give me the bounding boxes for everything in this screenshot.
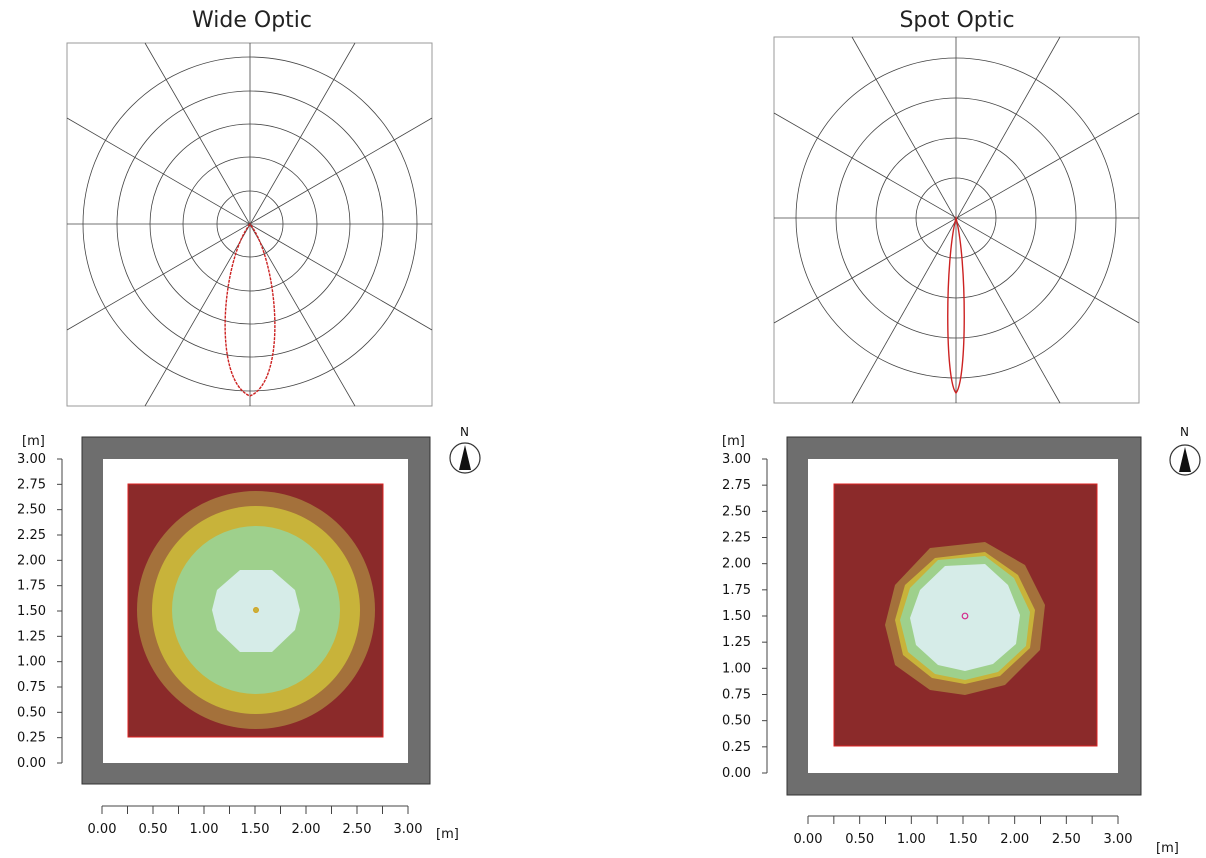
x-tick-label: 0.50 [139,822,168,837]
y-tick-label: 0.25 [17,731,46,746]
x-tick-label: 0.50 [845,832,874,847]
y-tick-label: 1.75 [722,583,751,598]
y-tick-label: 0.50 [17,705,46,720]
x-tick-label: 2.50 [1052,832,1081,847]
x-tick-label: 0.00 [794,832,823,847]
y-tick-label: 3.00 [17,452,46,467]
y-tick-label: 1.25 [17,629,46,644]
polar-diagram-wide [66,42,433,407]
x-tick-label: 2.00 [1000,832,1029,847]
y-tick-label: 2.50 [722,504,751,519]
x-axis-wide: 0.00 0.50 1.00 1.50 2.00 2.50 3.00 [m] [88,805,459,842]
x-tick-label: 2.00 [292,822,321,837]
x-tick-label: 1.50 [241,822,270,837]
y-unit-label: [m] [22,434,45,449]
x-tick-label: 0.00 [88,822,117,837]
y-tick-label: 0.50 [722,714,751,729]
y-tick-label: 1.25 [722,635,751,650]
x-tick-label: 3.00 [394,822,423,837]
y-tick-label: 0.25 [722,740,751,755]
y-tick-label: 1.50 [17,604,46,619]
x-tick-label: 2.50 [343,822,372,837]
light-distribution-curve [947,215,965,395]
y-tick-label: 0.75 [17,680,46,695]
x-unit-label: [m] [436,827,459,842]
y-tick-label: 3.00 [722,452,751,467]
y-tick-label: 0.00 [722,766,751,781]
x-tick-label: 1.50 [949,832,978,847]
y-tick-label: 1.75 [17,579,46,594]
x-unit-label: [m] [1156,841,1179,856]
y-tick-label: 0.00 [17,756,46,771]
panel-title-wide: Wide Optic [192,8,312,33]
x-tick-label: 3.00 [1104,832,1133,847]
y-tick-label: 1.00 [17,655,46,670]
y-tick-label: 2.75 [722,478,751,493]
svg-text:N: N [460,425,469,439]
y-tick-label: 2.00 [17,553,46,568]
isolux-plan-spot [786,436,1142,796]
y-unit-label: [m] [722,434,745,449]
x-tick-label: 1.00 [190,822,219,837]
y-tick-label: 2.25 [722,531,751,546]
light-distribution-curve [224,222,276,397]
y-tick-label: 1.00 [722,661,751,676]
y-axis-wide: [m] 0.00 0.25 0.50 0.75 1.00 1.25 1.50 1.75 2.00… [17,434,63,771]
north-arrow-icon: N [449,425,481,474]
y-tick-label: 2.75 [17,477,46,492]
y-tick-label: 0.75 [722,688,751,703]
x-axis-spot: 0.00 0.50 1.00 1.50 2.00 2.50 3.00 [m] [794,815,1179,856]
x-tick-label: 1.00 [897,832,926,847]
y-axis-spot: [m] 0.00 0.25 0.50 0.75 1.00 1.25 1.50 1.75 2.00… [722,434,768,781]
isolux-plan-wide [81,436,431,785]
y-tick-label: 2.25 [17,528,46,543]
y-tick-label: 1.50 [722,609,751,624]
y-tick-label: 2.00 [722,557,751,572]
svg-text:N: N [1180,425,1189,439]
polar-diagram-spot [773,36,1140,404]
y-tick-label: 2.50 [17,503,46,518]
north-arrow-icon: N [1169,425,1201,476]
panel-title-spot: Spot Optic [899,8,1015,33]
